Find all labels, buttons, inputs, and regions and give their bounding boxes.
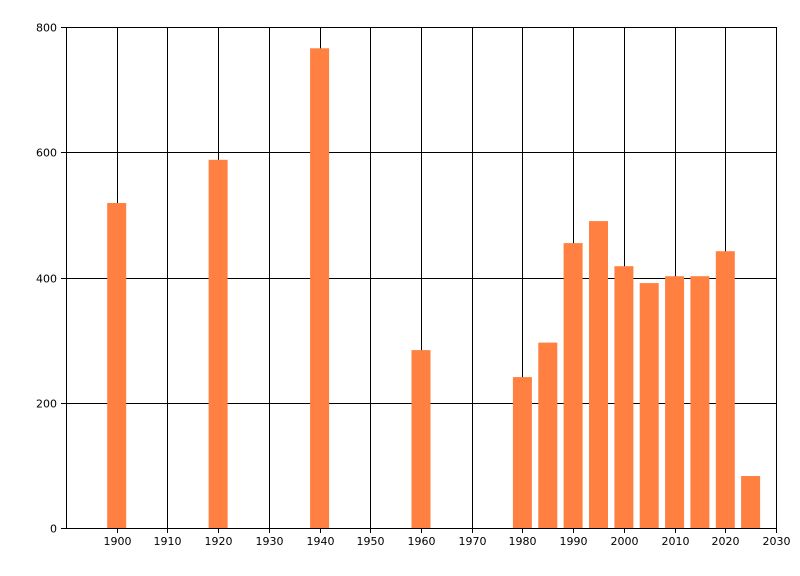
bar <box>639 283 659 528</box>
y-tick-label: 800 <box>36 22 57 35</box>
tick-labels: 0 200 400 600 800 1900 1910 1920 1930 1940 1950 196… <box>36 22 791 549</box>
bar <box>665 276 685 528</box>
bar <box>589 221 608 528</box>
y-tick-label: 600 <box>36 147 57 160</box>
bar <box>614 266 634 528</box>
x-tick-label: 2000 <box>611 535 639 548</box>
bar <box>538 342 558 528</box>
axes <box>61 27 777 533</box>
bar <box>411 350 431 528</box>
x-tick-label: 1940 <box>307 535 335 548</box>
y-tick-label: 200 <box>36 398 57 411</box>
x-tick-label: 1950 <box>357 535 385 548</box>
bars <box>107 48 761 529</box>
x-tick-label: 1980 <box>509 535 537 548</box>
y-tick-label: 0 <box>50 523 57 536</box>
bar <box>512 377 532 528</box>
bar <box>563 243 583 528</box>
x-tick-label: 1920 <box>205 535 233 548</box>
bar <box>741 476 761 528</box>
y-tick-label: 400 <box>36 273 57 286</box>
x-tick-label: 1900 <box>104 535 132 548</box>
bar <box>310 48 330 529</box>
x-tick-label: 1970 <box>459 535 487 548</box>
bar <box>715 251 735 528</box>
x-tick-label: 1960 <box>408 535 436 548</box>
bar <box>208 159 228 529</box>
bar <box>107 203 127 528</box>
x-tick-label: 1990 <box>560 535 588 548</box>
x-tick-label: 2030 <box>763 535 791 548</box>
x-tick-label: 1930 <box>256 535 284 548</box>
x-tick-label: 2010 <box>662 535 690 548</box>
bar <box>690 276 710 528</box>
x-tick-label: 1910 <box>154 535 182 548</box>
x-tick-label: 2020 <box>712 535 740 548</box>
